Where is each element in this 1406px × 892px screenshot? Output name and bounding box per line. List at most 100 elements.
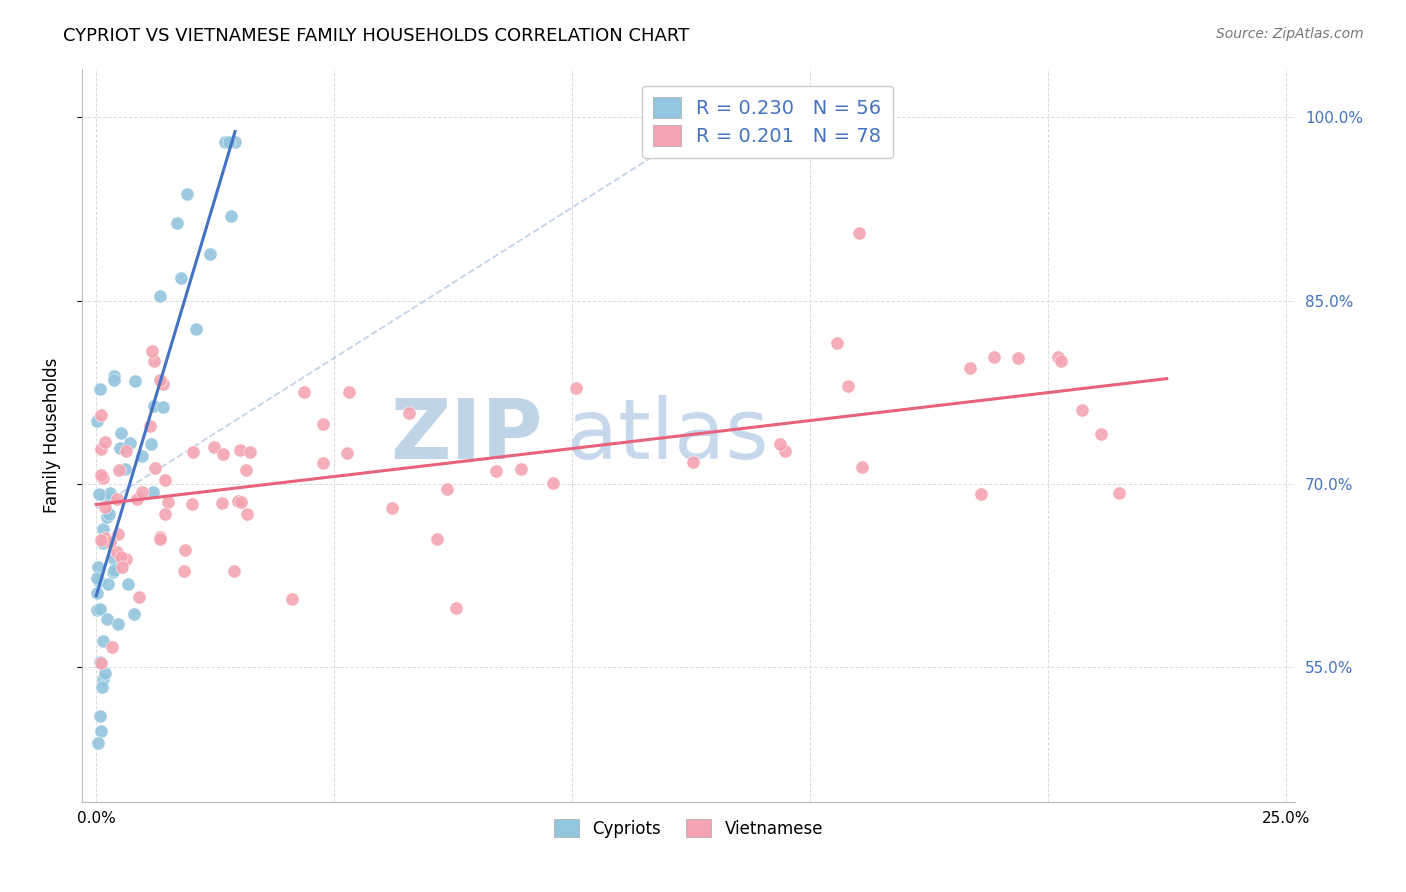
Point xyxy=(682,455,704,469)
Point xyxy=(128,590,150,604)
Point xyxy=(103,565,125,579)
Point xyxy=(292,384,315,399)
Point xyxy=(110,549,132,564)
Point xyxy=(139,437,162,451)
Point xyxy=(108,441,131,455)
Point xyxy=(103,369,125,384)
Point xyxy=(983,351,1005,365)
Point xyxy=(105,491,128,506)
Point xyxy=(1071,403,1094,417)
Point xyxy=(281,592,304,607)
Point xyxy=(176,187,198,202)
Point xyxy=(89,655,111,669)
Point xyxy=(107,616,129,631)
Point xyxy=(202,440,225,454)
Point xyxy=(90,723,112,738)
Point xyxy=(103,373,125,387)
Point xyxy=(96,612,118,626)
Point xyxy=(184,322,207,336)
Point xyxy=(90,681,112,695)
Point xyxy=(170,270,193,285)
Text: atlas: atlas xyxy=(567,394,769,475)
Point xyxy=(98,485,121,500)
Point xyxy=(153,507,176,521)
Point xyxy=(105,545,128,559)
Point xyxy=(851,460,873,475)
Point xyxy=(837,379,859,393)
Point xyxy=(398,406,420,420)
Point xyxy=(226,493,249,508)
Point xyxy=(103,563,125,577)
Point xyxy=(125,491,148,506)
Point xyxy=(103,551,125,566)
Point xyxy=(87,736,110,750)
Point xyxy=(90,442,112,456)
Point xyxy=(90,533,112,547)
Text: ZIP: ZIP xyxy=(391,394,543,475)
Point xyxy=(149,373,172,387)
Point xyxy=(152,400,174,414)
Point xyxy=(142,353,165,368)
Point xyxy=(1007,351,1029,365)
Point xyxy=(1090,426,1112,441)
Point xyxy=(94,666,117,681)
Point xyxy=(114,552,136,566)
Point xyxy=(436,483,458,497)
Point xyxy=(149,289,172,303)
Point xyxy=(94,434,117,449)
Point xyxy=(98,507,121,521)
Point xyxy=(124,374,146,388)
Point xyxy=(87,487,110,501)
Point xyxy=(89,602,111,616)
Point xyxy=(143,461,166,475)
Point xyxy=(114,462,136,476)
Point xyxy=(86,603,108,617)
Point xyxy=(93,531,115,545)
Point xyxy=(91,522,114,536)
Point xyxy=(381,500,404,515)
Point xyxy=(89,574,111,588)
Point xyxy=(86,586,108,600)
Point xyxy=(110,425,132,440)
Point xyxy=(312,456,335,470)
Point xyxy=(89,382,111,396)
Point xyxy=(180,498,202,512)
Point xyxy=(86,559,108,574)
Point xyxy=(211,496,233,510)
Y-axis label: Family Households: Family Households xyxy=(44,358,60,513)
Point xyxy=(108,463,131,477)
Point xyxy=(311,417,333,431)
Point xyxy=(87,574,110,589)
Point xyxy=(969,487,991,501)
Point xyxy=(86,571,108,585)
Point xyxy=(239,444,262,458)
Point xyxy=(959,360,981,375)
Point xyxy=(156,495,179,509)
Point xyxy=(107,526,129,541)
Point xyxy=(94,490,117,504)
Point xyxy=(90,468,112,483)
Point xyxy=(90,408,112,422)
Point xyxy=(219,209,242,223)
Point xyxy=(224,564,246,578)
Legend: Cypriots, Vietnamese: Cypriots, Vietnamese xyxy=(547,813,830,845)
Point xyxy=(444,601,467,615)
Point xyxy=(235,463,257,477)
Point xyxy=(148,532,170,546)
Point xyxy=(509,462,531,476)
Point xyxy=(825,335,848,350)
Point xyxy=(426,533,449,547)
Point xyxy=(141,343,163,358)
Point xyxy=(97,576,120,591)
Point xyxy=(166,216,188,230)
Point xyxy=(91,470,114,484)
Point xyxy=(89,574,111,588)
Point xyxy=(543,475,565,490)
Point xyxy=(91,536,114,550)
Point xyxy=(218,135,240,149)
Point xyxy=(1050,354,1073,368)
Point xyxy=(131,484,153,499)
Point xyxy=(94,500,117,514)
Point xyxy=(211,447,233,461)
Point xyxy=(89,708,111,723)
